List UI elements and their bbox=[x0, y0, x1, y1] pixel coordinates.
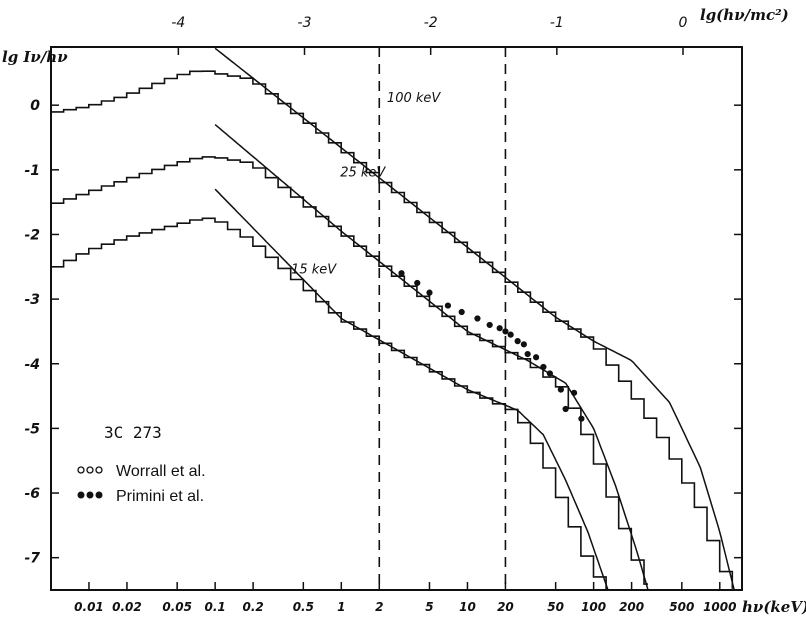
model-curves bbox=[214, 47, 735, 591]
legend-marker-open bbox=[77, 466, 103, 474]
x-top-tick-label-1: -3 bbox=[298, 15, 312, 31]
data-point-1-0 bbox=[398, 270, 405, 277]
x-tick-label-13: 200 bbox=[619, 600, 644, 614]
plot-frame bbox=[50, 46, 743, 591]
y-tick-label-6: -6 bbox=[24, 486, 40, 502]
y-tick-label-3: -3 bbox=[24, 292, 40, 308]
data-point-1-1 bbox=[414, 279, 421, 287]
x-top-tick-label-0: -4 bbox=[171, 15, 185, 31]
x-tick-label-0: 0.01 bbox=[74, 600, 104, 614]
data-point-1-6 bbox=[486, 321, 493, 329]
x-tick-label-8: 5 bbox=[425, 600, 433, 614]
x-tick-label-10: 20 bbox=[497, 600, 514, 614]
data-point-1-11 bbox=[520, 341, 527, 348]
legend: Worrall et al. Primini et al. bbox=[77, 463, 206, 505]
data-point-1-13 bbox=[533, 354, 540, 361]
x-axis-label: hν(keV) bbox=[742, 598, 806, 616]
x-tick-label-6: 1 bbox=[337, 600, 345, 614]
data-point-1-19 bbox=[578, 415, 585, 422]
data-point-1-4 bbox=[458, 308, 465, 316]
x-tick-label-12: 100 bbox=[581, 600, 606, 614]
x-tick-label-4: 0.2 bbox=[242, 600, 263, 614]
curve-label-1: 25 keV bbox=[340, 165, 386, 180]
data-point-1-2 bbox=[426, 289, 433, 296]
legend-label-primini: Primini et al. bbox=[116, 488, 204, 505]
x-tick-label-7: 2 bbox=[375, 600, 383, 614]
data-point-1-12 bbox=[524, 350, 531, 358]
y-tick-label-1: -1 bbox=[24, 163, 40, 179]
data-point-1-9 bbox=[507, 331, 514, 338]
legend-label-worrall: Worrall et al. bbox=[116, 463, 206, 480]
data-point-1-10 bbox=[514, 338, 521, 345]
x-tick-label-15: 1000 bbox=[703, 600, 736, 614]
data-point-1-8 bbox=[502, 328, 509, 335]
model-curve-0 bbox=[214, 47, 735, 591]
x-tick-label-11: 50 bbox=[547, 600, 564, 614]
y-tick-label-5: -5 bbox=[24, 421, 40, 437]
x-top-tick-label-4: 0 bbox=[679, 15, 688, 31]
y-tick-label-0: 0 bbox=[30, 98, 40, 114]
x-tick-label-2: 0.05 bbox=[162, 600, 192, 614]
model-curve-1 bbox=[214, 124, 649, 591]
histogram-curve-1 bbox=[51, 156, 648, 585]
x-axis-top-ticks: -4 -3 -2 -1 0 bbox=[171, 15, 688, 55]
data-point-1-14 bbox=[540, 363, 547, 371]
data-point-1-7 bbox=[496, 325, 503, 332]
object-label: 3C 273 bbox=[104, 423, 162, 442]
x-axis-bottom-ticks: 0.01 0.02 0.05 0.1 0.2 0.5 1 2 5 10 20 50 100 200 500 1… bbox=[74, 582, 736, 614]
x-top-tick-label-3: -1 bbox=[550, 15, 564, 31]
y-tick-label-7: -7 bbox=[24, 551, 40, 567]
x-tick-label-14: 500 bbox=[669, 600, 694, 614]
curve-label-2: 15 keV bbox=[291, 262, 337, 277]
curve-labels: 100 keV 25 keV 15 keV bbox=[291, 91, 441, 277]
x-tick-label-3: 0.1 bbox=[205, 600, 226, 614]
data-point-1-16 bbox=[557, 386, 564, 393]
x-top-axis-label: lg(hν/mc²) bbox=[700, 6, 789, 24]
histogram-curve-0 bbox=[51, 70, 735, 589]
data-point-1-18 bbox=[562, 405, 569, 413]
dashed-reference-lines bbox=[378, 47, 507, 590]
legend-marker-filled bbox=[77, 491, 103, 499]
histogram-curves bbox=[51, 70, 735, 590]
x-tick-label-5: 0.5 bbox=[293, 600, 314, 614]
curve-label-0: 100 keV bbox=[387, 91, 441, 106]
model-curve-2 bbox=[214, 188, 609, 591]
data-point-1-3 bbox=[444, 302, 452, 309]
y-tick-label-2: -2 bbox=[24, 227, 40, 243]
data-point-1-17 bbox=[570, 389, 578, 396]
y-axis-label: lg Iν/hν bbox=[2, 48, 68, 66]
x-top-tick-label-2: -2 bbox=[424, 15, 438, 31]
x-tick-label-1: 0.02 bbox=[112, 600, 142, 614]
data-point-1-15 bbox=[546, 370, 553, 377]
y-tick-label-4: -4 bbox=[24, 357, 40, 373]
y-axis-ticks: 0 -1 -2 -3 -4 -5 -6 -7 bbox=[24, 98, 742, 567]
data-points bbox=[398, 270, 585, 422]
x-tick-label-9: 10 bbox=[459, 600, 476, 614]
data-point-1-5 bbox=[474, 315, 481, 322]
